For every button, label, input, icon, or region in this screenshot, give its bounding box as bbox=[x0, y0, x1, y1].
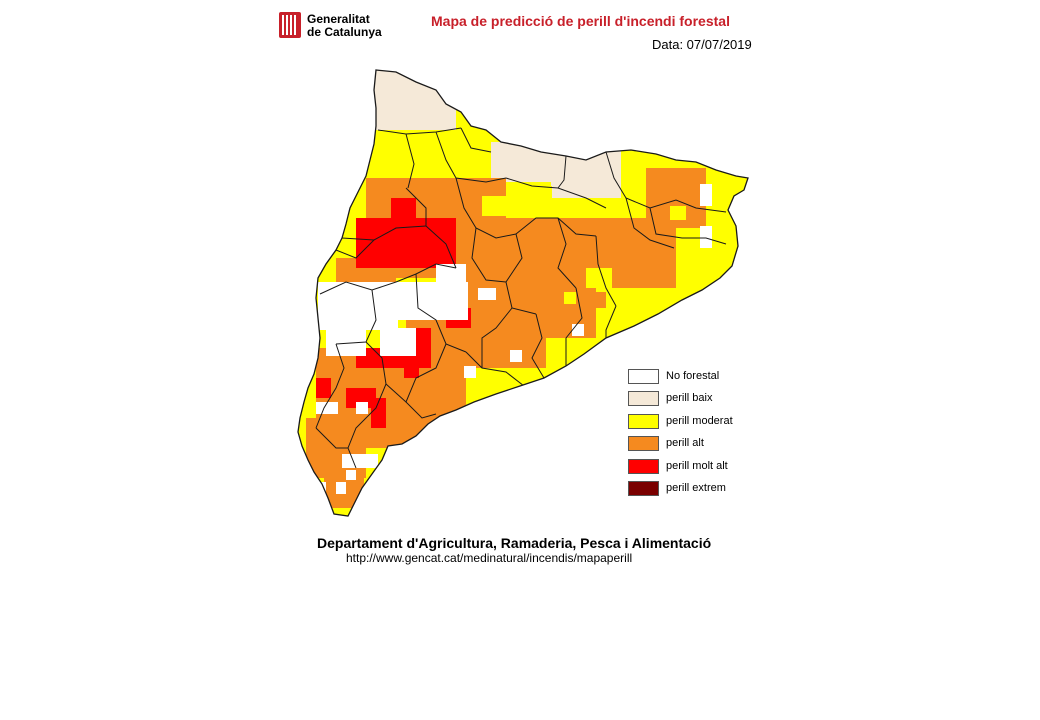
legend-swatch bbox=[628, 458, 659, 474]
generalitat-logo: Generalitat de Catalunya bbox=[279, 12, 399, 40]
legend-swatch bbox=[628, 369, 659, 384]
legend-label: No forestal bbox=[666, 370, 720, 382]
senyera-logo-icon bbox=[279, 12, 301, 38]
fire-danger-map bbox=[297, 69, 749, 517]
legend-label: perill extrem bbox=[666, 481, 726, 494]
legend-swatch bbox=[628, 436, 659, 452]
page-title: Mapa de predicció de perill d'incendi fo… bbox=[431, 13, 730, 29]
legend-label: perill molt alt bbox=[666, 459, 728, 472]
department-name: Departament d'Agricultura, Ramaderia, Pe… bbox=[317, 535, 712, 551]
legend-label: perill alt bbox=[666, 437, 704, 450]
legend-swatch bbox=[628, 391, 659, 407]
legend-label: perill baix bbox=[666, 392, 713, 405]
legend-label: perill moderat bbox=[666, 414, 733, 427]
legend-swatch bbox=[628, 413, 659, 429]
date-label: Data: 07/07/2019 bbox=[652, 37, 752, 52]
logo-text: Generalitat de Catalunya bbox=[307, 12, 382, 39]
legend-swatch bbox=[628, 480, 659, 496]
source-url: http://www.gencat.cat/medinatural/incend… bbox=[346, 551, 633, 565]
